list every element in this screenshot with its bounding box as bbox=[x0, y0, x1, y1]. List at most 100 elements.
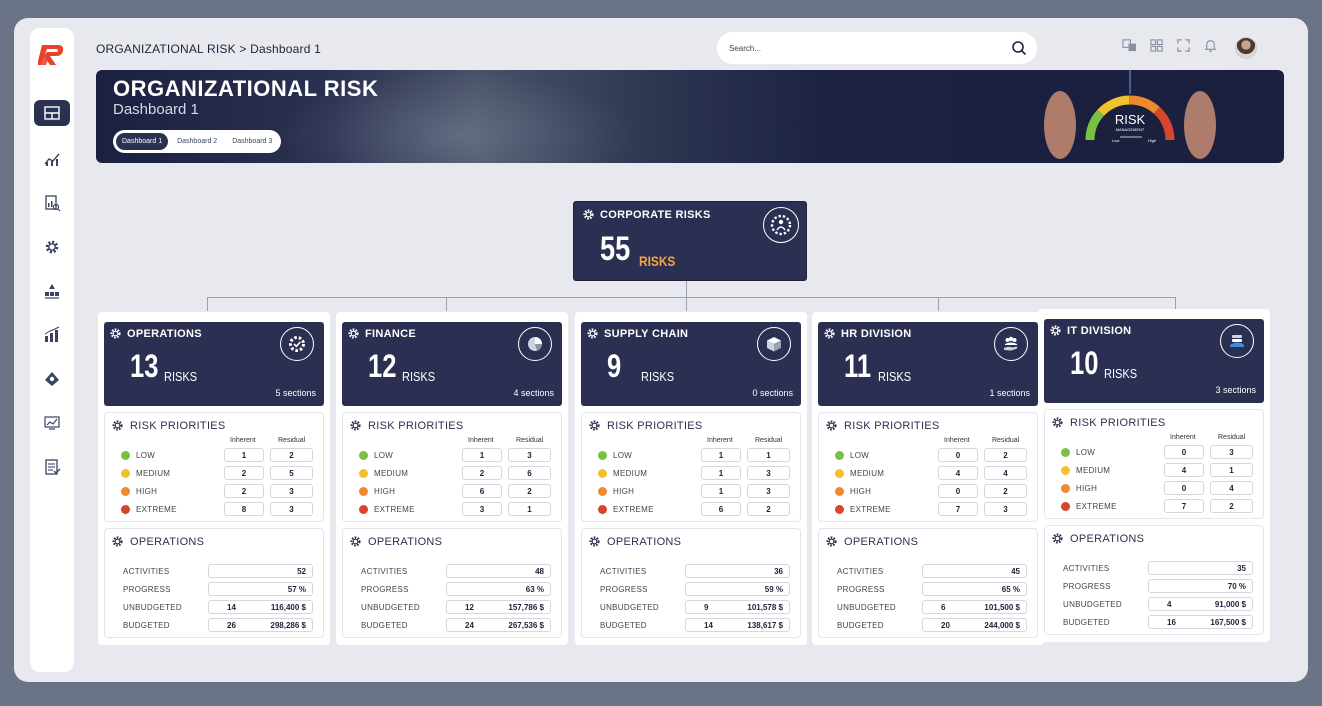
inherent-value: 0 bbox=[938, 448, 978, 462]
nav-statistics[interactable] bbox=[34, 322, 70, 348]
activities-value: 52 bbox=[208, 564, 313, 578]
activities-value: 35 bbox=[1148, 561, 1253, 575]
translate-icon[interactable] bbox=[1122, 38, 1137, 53]
hierarchy-icon bbox=[45, 284, 59, 299]
priority-row-high: HIGH 1 3 bbox=[582, 484, 800, 498]
avatar[interactable] bbox=[1235, 37, 1257, 59]
nav-settings[interactable] bbox=[34, 234, 70, 260]
search-input[interactable] bbox=[729, 43, 1011, 53]
priority-row-medium: MEDIUM 2 6 bbox=[343, 466, 561, 480]
gear-icon bbox=[1052, 417, 1063, 428]
residual-header: Residual bbox=[1218, 434, 1246, 441]
division-sections: 4 sections bbox=[513, 388, 554, 398]
people-hand-icon bbox=[994, 327, 1028, 361]
risk-gauge-illustration: RISK MANAGEMENT Low High bbox=[1044, 70, 1216, 159]
dashboard-tabs: Dashboard 1 Dashboard 2 Dashboard 3 bbox=[113, 130, 282, 153]
operations-title: OPERATIONS bbox=[588, 535, 681, 548]
priority-label: HIGH bbox=[613, 487, 635, 496]
fullscreen-icon[interactable] bbox=[1176, 38, 1191, 53]
residual-value: 3 bbox=[984, 502, 1027, 516]
gear-icon bbox=[45, 240, 59, 254]
unbudgeted-amount: 91,000 $ bbox=[1214, 600, 1246, 609]
apps-grid-icon[interactable] bbox=[1149, 38, 1164, 53]
priority-label: LOW bbox=[613, 451, 633, 460]
priority-dot-high bbox=[598, 487, 607, 496]
division-header[interactable]: IT DIVISION 10 RISKS 3 sections bbox=[1044, 319, 1264, 403]
corporate-risks-card[interactable]: CORPORATE RISKS 55 RISKS bbox=[573, 201, 807, 281]
risk-priorities-panel: RISK PRIORITIES Inherent Residual LOW 1 … bbox=[581, 412, 801, 522]
nav-documents[interactable] bbox=[34, 454, 70, 480]
division-card: SUPPLY CHAIN 9 RISKS 0 sections RISK PRI… bbox=[575, 312, 807, 645]
gear-icon-wrap bbox=[347, 327, 360, 340]
residual-value: 1 bbox=[747, 448, 790, 462]
tree-connector bbox=[207, 297, 208, 311]
priority-dot-high bbox=[121, 487, 130, 496]
activities-label: ACTIVITIES bbox=[837, 567, 884, 576]
nav-hierarchy[interactable] bbox=[34, 278, 70, 304]
unbudgeted-pair: 4 91,000 $ bbox=[1148, 597, 1253, 611]
operations-label: OPERATIONS bbox=[607, 535, 682, 548]
division-header[interactable]: OPERATIONS 13 RISKS 5 sections bbox=[104, 322, 324, 406]
inherent-header: Inherent bbox=[944, 437, 970, 444]
budgeted-label: BUDGETED bbox=[837, 621, 884, 630]
inherent-value: 0 bbox=[938, 484, 978, 498]
breadcrumb: ORGANIZATIONAL RISK > Dashboard 1 bbox=[96, 42, 322, 56]
gear-person-icon bbox=[770, 214, 792, 236]
tab-dashboard-1[interactable]: Dashboard 1 bbox=[116, 133, 169, 150]
nav-analytics[interactable] bbox=[34, 146, 70, 172]
gear-icon-wrap bbox=[823, 327, 836, 340]
activities-value: 36 bbox=[685, 564, 790, 578]
search-icon[interactable] bbox=[1011, 40, 1027, 56]
division-header[interactable]: FINANCE 12 RISKS 4 sections bbox=[342, 322, 562, 406]
budgeted-count: 26 bbox=[227, 621, 236, 630]
banner: ORGANIZATIONAL RISK Dashboard 1 Dashboar… bbox=[96, 70, 1284, 163]
gear-icon bbox=[1052, 533, 1063, 544]
nav-dashboard[interactable] bbox=[34, 100, 70, 126]
budgeted-amount: 267,536 $ bbox=[508, 621, 544, 630]
priority-dot-medium bbox=[121, 469, 130, 478]
activities-label: ACTIVITIES bbox=[600, 567, 647, 576]
division-sections: 5 sections bbox=[275, 388, 316, 398]
gear-icon bbox=[589, 420, 600, 431]
gear-icon bbox=[348, 328, 359, 339]
priority-label: LOW bbox=[850, 451, 870, 460]
corporate-risks-title: CORPORATE RISKS bbox=[600, 209, 711, 221]
gear-icon bbox=[1050, 325, 1061, 336]
unbudgeted-amount: 116,400 $ bbox=[270, 603, 306, 612]
priority-row-medium: MEDIUM 4 1 bbox=[1045, 463, 1263, 477]
priority-label: MEDIUM bbox=[1076, 466, 1111, 475]
budgeted-label: BUDGETED bbox=[1063, 618, 1110, 627]
inherent-value: 2 bbox=[224, 466, 264, 480]
priority-dot-medium bbox=[1061, 466, 1070, 475]
unbudgeted-pair: 14 116,400 $ bbox=[208, 600, 313, 614]
unbudgeted-amount: 101,578 $ bbox=[747, 603, 783, 612]
tab-dashboard-2[interactable]: Dashboard 2 bbox=[177, 138, 218, 145]
risk-priorities-panel: RISK PRIORITIES Inherent Residual LOW 1 … bbox=[342, 412, 562, 522]
nav-reports[interactable] bbox=[34, 190, 70, 216]
inherent-value: 4 bbox=[938, 466, 978, 480]
tab-dashboard-3[interactable]: Dashboard 3 bbox=[232, 138, 273, 145]
residual-value: 2 bbox=[747, 502, 790, 516]
nav-monitor[interactable] bbox=[34, 410, 70, 436]
nav-risk-map[interactable] bbox=[34, 366, 70, 392]
priority-label: EXTREME bbox=[613, 505, 654, 514]
priority-dot-low bbox=[121, 451, 130, 460]
priority-row-low: LOW 1 2 bbox=[105, 448, 323, 462]
risk-priorities-title: RISK PRIORITIES bbox=[111, 419, 226, 432]
risk-priorities-panel: RISK PRIORITIES Inherent Residual LOW 0 … bbox=[1044, 409, 1264, 519]
priority-label: EXTREME bbox=[136, 505, 177, 514]
progress-label: PROGRESS bbox=[1063, 582, 1111, 591]
residual-value: 3 bbox=[747, 484, 790, 498]
inherent-header: Inherent bbox=[230, 437, 256, 444]
division-header[interactable]: HR DIVISION 11 RISKS 1 sections bbox=[818, 322, 1038, 406]
priority-dot-high bbox=[1061, 484, 1070, 493]
tree-connector bbox=[446, 297, 447, 311]
search-bar bbox=[717, 32, 1037, 64]
residual-value: 2 bbox=[508, 484, 551, 498]
operations-title: OPERATIONS bbox=[349, 535, 442, 548]
division-header[interactable]: SUPPLY CHAIN 9 RISKS 0 sections bbox=[581, 322, 801, 406]
box-icon bbox=[757, 327, 791, 361]
bell-icon[interactable] bbox=[1203, 38, 1218, 53]
gear-icon bbox=[824, 328, 835, 339]
risk-priorities-title: RISK PRIORITIES bbox=[588, 419, 703, 432]
